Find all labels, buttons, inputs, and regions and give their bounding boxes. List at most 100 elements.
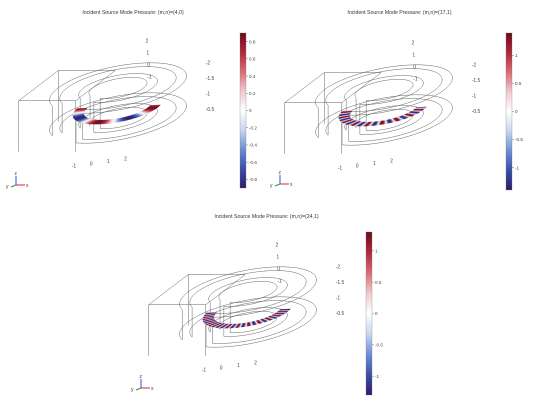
wire-ring xyxy=(354,109,414,131)
plot-panel-mode-4-0: Incident Source Mode Pressure: (m,n)=(4,… xyxy=(0,0,266,205)
plot-title: Incident Source Mode Pressure: (m,n)=(24… xyxy=(214,214,319,220)
triad-y-axis xyxy=(135,387,142,391)
z-tick-label: -1.5 xyxy=(206,76,215,82)
wireframe-geometry xyxy=(148,266,317,356)
colorbar-gradient xyxy=(239,32,247,189)
band-segment xyxy=(415,106,427,108)
wire-ring xyxy=(208,307,288,337)
plot-panel-mode-17-1: Incident Source Mode Pressure: (m,n)=(17… xyxy=(266,0,533,205)
colorbar-tick-label: 0.8 xyxy=(249,39,256,44)
wire-ring xyxy=(189,300,307,344)
y-tick-label: 1 xyxy=(146,50,149,56)
triad-x-label: x xyxy=(290,182,293,188)
z-tick-label: -1.5 xyxy=(336,280,345,286)
triad-y-label: y xyxy=(131,387,134,393)
colorbar-tick-label: -0.8 xyxy=(249,177,257,182)
y-tick-label: 2 xyxy=(146,39,149,45)
triad-y-label: y xyxy=(6,184,9,190)
z-tick-label: -0.5 xyxy=(336,311,345,317)
plot-title: Incident Source Mode Pressure: (m,n)=(4,… xyxy=(82,10,184,16)
wire-ring xyxy=(59,66,177,110)
wire-ring xyxy=(218,281,278,303)
z-tick-label: -0.5 xyxy=(472,109,481,115)
z-tick-label: -1 xyxy=(472,94,477,100)
colorbar-tick-label: 0.5 xyxy=(515,81,522,86)
colorbar: 1 0.5 0 -0.5 -1 xyxy=(505,32,523,191)
plot-title: Incident Source Mode Pressure: (m,n)=(17… xyxy=(347,10,452,16)
wireframe-geometry xyxy=(284,64,453,154)
wire-ring xyxy=(344,75,424,105)
colorbar-tick-label: -1 xyxy=(375,374,380,379)
x-tick-label: -1 xyxy=(202,368,207,374)
y-tick-label: 0 xyxy=(277,266,280,272)
wire-ring xyxy=(88,107,148,129)
wire-ring xyxy=(325,98,443,142)
x-tick-label: -1 xyxy=(338,166,343,172)
colorbar-tick-label: 0.4 xyxy=(249,74,256,79)
wire-ring xyxy=(189,270,307,314)
wire-ring xyxy=(49,62,187,114)
x-tick-label: 2 xyxy=(124,157,127,163)
colorbar-tick-label: 0.6 xyxy=(249,57,256,62)
colorbar-tick-label: 0 xyxy=(249,108,252,113)
y-tick-label: 2 xyxy=(412,41,415,47)
triad-x-label: x xyxy=(26,183,29,189)
axis-triad: x y z xyxy=(131,374,154,393)
wire-ring xyxy=(179,296,317,348)
z-tick-label: -2 xyxy=(206,60,211,66)
axis-labels: 2 1 0 -1 -2 -1.5 -1 -0.5 2 1 0 -1 xyxy=(72,39,215,170)
x-tick-label: 2 xyxy=(254,361,257,367)
wireframe-geometry xyxy=(18,62,187,152)
z-tick-label: -2 xyxy=(336,264,341,270)
wire-ring xyxy=(88,77,148,99)
wire-box xyxy=(284,72,382,103)
colorbar-gradient xyxy=(365,231,373,396)
z-tick-label: -2 xyxy=(472,62,477,68)
triad-z-label: z xyxy=(140,374,143,380)
wire-ring xyxy=(78,103,158,133)
colorbar-tick-label: 0.5 xyxy=(375,280,382,285)
band-segment xyxy=(149,104,161,107)
colorbar: 0.8 0.6 0.4 0.2 0 -0.2 -0.4 -0.6 -0.8 xyxy=(239,32,257,189)
axis-triad: x y z xyxy=(6,171,29,190)
x-tick-label: 2 xyxy=(390,159,393,165)
wire-ring xyxy=(78,73,158,103)
wire-ring xyxy=(325,68,443,112)
colorbar-tick-label: -1 xyxy=(515,165,520,170)
axis-labels: 2 1 0 -1 -2 -1.5 -1 -0.5 2 1 0 -1 xyxy=(202,243,345,374)
triad-y-axis xyxy=(274,183,281,187)
plot-panel-mode-24-1: Incident Source Mode Pressure: (m,n)=(24… xyxy=(130,206,403,412)
z-tick-label: -1 xyxy=(336,296,341,302)
colorbar-gradient xyxy=(505,32,513,191)
plot-canvas: 2 1 0 -1 -2 -1.5 -1 -0.5 2 1 0 -1 x y z 1 0.5 0 -0.5 -1 xyxy=(131,231,383,396)
z-tick-label: -1 xyxy=(206,92,211,98)
triad-y-label: y xyxy=(270,183,273,189)
y-tick-label: 1 xyxy=(412,52,415,58)
source-band xyxy=(202,308,291,329)
y-tick-label: -1 xyxy=(277,278,282,284)
triad-y-axis xyxy=(10,184,17,188)
colorbar-tick-label: -0.4 xyxy=(249,143,257,148)
triad-x-label: x xyxy=(151,386,154,392)
colorbar: 1 0.5 0 -0.5 -1 xyxy=(365,231,383,396)
wire-ring xyxy=(344,105,424,135)
wire-ring xyxy=(315,94,453,146)
triad-z-label: z xyxy=(15,171,18,177)
colorbar-tick-label: 0 xyxy=(515,109,518,114)
triad-z-label: z xyxy=(279,170,282,176)
z-tick-label: -1.5 xyxy=(472,78,481,84)
colorbar-tick-label: 0.2 xyxy=(249,91,256,96)
x-tick-label: 1 xyxy=(373,161,376,167)
colorbar-tick-label: 0 xyxy=(375,311,378,316)
plot-canvas: 2 1 0 -1 -2 -1.5 -1 -0.5 2 1 0 -1 x y z 0.8 0.6 0.4 0.2 0 -0… xyxy=(6,32,257,190)
colorbar-tick-label: -0.6 xyxy=(249,160,257,165)
wire-ring xyxy=(179,266,317,318)
plot-canvas: 2 1 0 -1 -2 -1.5 -1 -0.5 2 1 0 -1 x y z 1 0.5 0 -0.5 -1 xyxy=(270,32,523,191)
colorbar-tick-label: -0.5 xyxy=(375,343,383,348)
y-tick-label: -1 xyxy=(413,76,418,82)
wire-ring xyxy=(315,64,453,116)
x-tick-label: 0 xyxy=(90,161,93,167)
source-band xyxy=(72,104,161,125)
z-tick-label: -0.5 xyxy=(206,107,215,113)
wire-ring xyxy=(354,79,414,101)
